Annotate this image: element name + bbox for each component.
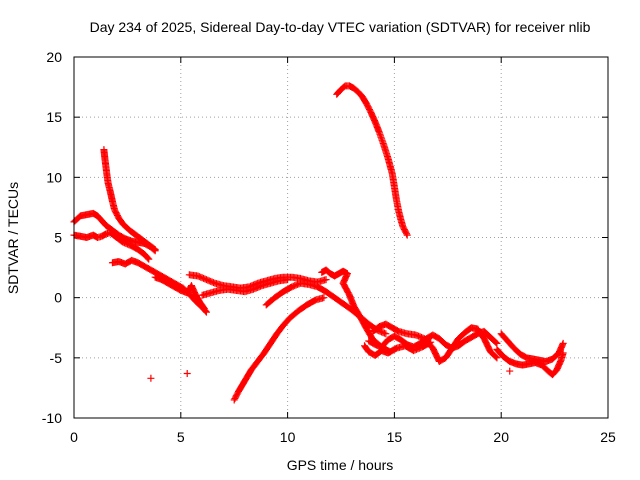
x-tick-label: 0 [70,429,78,445]
series-track-a [70,209,159,255]
series-track-h [230,294,328,404]
series-track-e [151,273,208,312]
plot-frame [73,56,609,419]
series-track-b [70,229,153,263]
axis-ticks: 0 5 10 15 20 25 -10 -5 0 5 10 15 20 [42,49,616,445]
series-track-k [333,82,411,239]
y-tick-label: 20 [46,49,62,65]
x-tick-label: 10 [280,429,296,445]
y-tick-label: 10 [46,169,62,185]
x-tick-label: 5 [177,429,185,445]
data-points [70,82,567,404]
y-tick-label: -5 [50,350,63,366]
x-tick-label: 25 [600,429,616,445]
series-track-m [369,320,501,365]
series-track-j [318,266,394,356]
y-axis-label: SDTVAR / TECUs [5,182,21,294]
y-tick-label: 0 [54,290,62,306]
series-track-c [100,146,159,254]
series-track-d [108,256,210,316]
x-axis-label: GPS time / hours [287,457,394,473]
series-track-n [360,338,435,359]
series-track-g [198,276,292,299]
series-track-p [493,345,567,379]
series-outliers [147,367,514,382]
x-tick-label: 15 [387,429,403,445]
y-tick-label: 5 [54,230,62,246]
chart-title: Day 234 of 2025, Sidereal Day-to-day VTE… [90,19,591,35]
y-tick-label: 15 [46,109,62,125]
grid [74,57,608,418]
x-tick-label: 20 [493,429,509,445]
y-tick-label: -10 [42,410,62,426]
